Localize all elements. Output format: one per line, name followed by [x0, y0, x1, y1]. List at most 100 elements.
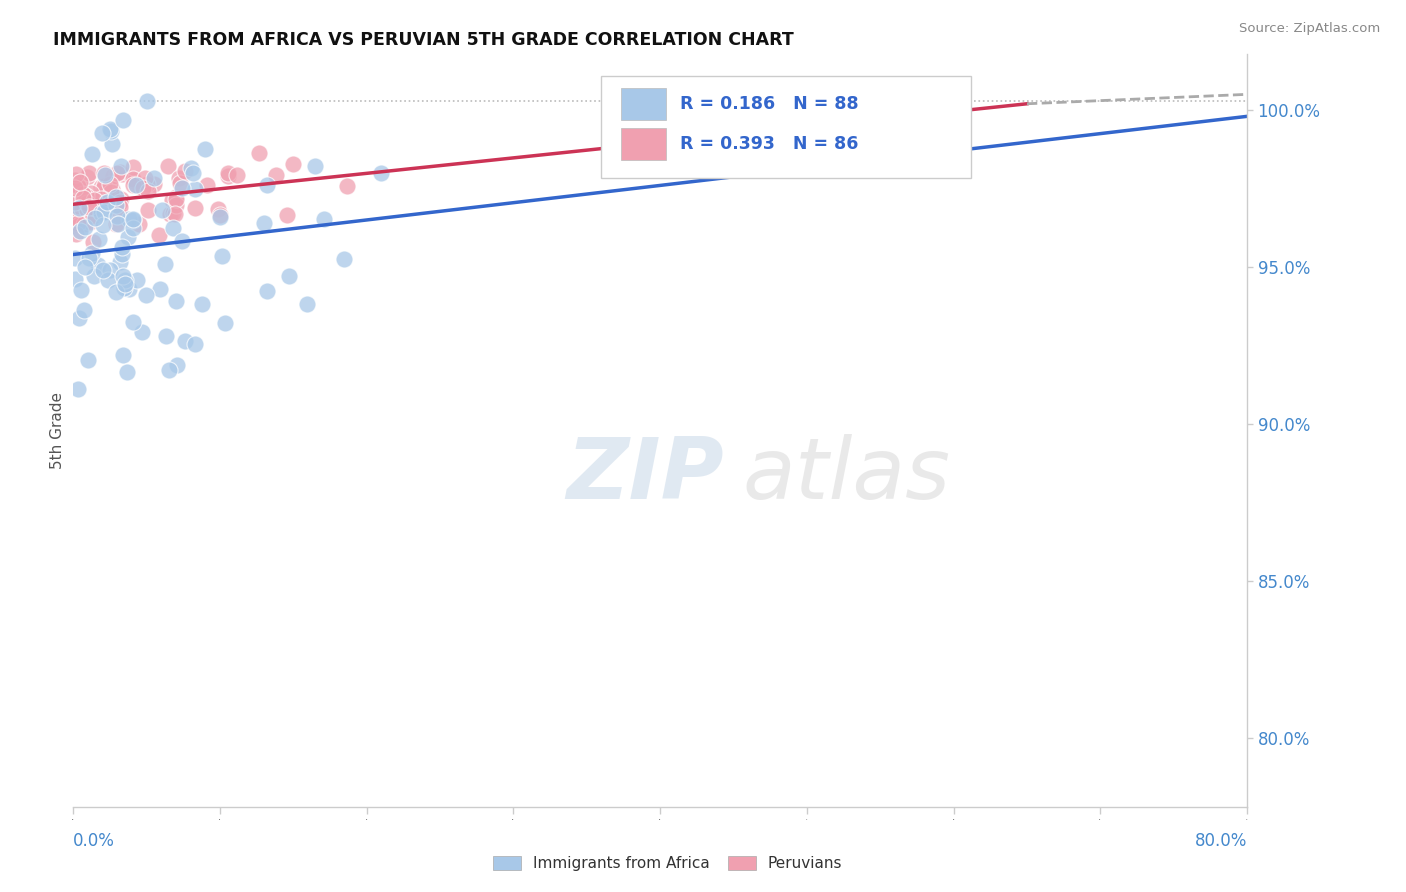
Point: [136, 202, 159, 217]
Point: [97, 273, 120, 287]
Point: [122, 161, 145, 175]
Point: [111, 247, 134, 261]
Text: IMMIGRANTS FROM AFRICA VS PERUVIAN 5TH GRADE CORRELATION CHART: IMMIGRANTS FROM AFRICA VS PERUVIAN 5TH G…: [53, 31, 794, 49]
Point: [174, 334, 197, 348]
Point: [70, 202, 93, 216]
Point: [159, 207, 181, 221]
Point: [165, 192, 187, 206]
Point: [77, 251, 100, 265]
Point: [112, 348, 135, 362]
Point: [72, 186, 94, 201]
Point: [166, 198, 188, 212]
Point: [136, 94, 159, 108]
Point: [256, 178, 278, 192]
Point: [80, 186, 103, 201]
Point: [117, 230, 139, 244]
Point: [67, 201, 90, 215]
Point: [247, 145, 270, 160]
Point: [105, 198, 128, 212]
Point: [91, 126, 114, 140]
Point: [98, 177, 121, 191]
Point: [190, 296, 212, 310]
Point: [226, 168, 249, 182]
Point: [172, 234, 194, 248]
Point: [111, 167, 134, 181]
Point: [108, 200, 131, 214]
Point: [160, 193, 183, 207]
Point: [65, 209, 87, 223]
Point: [153, 257, 176, 271]
Point: [96, 196, 118, 211]
Point: [142, 178, 165, 192]
Point: [76, 195, 98, 210]
Point: [163, 207, 186, 221]
Point: [166, 358, 188, 372]
Point: [121, 220, 143, 235]
Point: [90, 192, 112, 206]
Point: [184, 182, 207, 196]
Point: [278, 268, 301, 283]
Point: [76, 188, 98, 202]
Point: [108, 194, 131, 209]
Point: [70, 283, 93, 297]
Point: [90, 180, 112, 194]
Point: [104, 217, 127, 231]
Point: [172, 180, 194, 194]
Y-axis label: 5th Grade: 5th Grade: [49, 392, 65, 469]
Point: [162, 206, 184, 220]
Point: [63, 272, 86, 286]
Point: [82, 246, 104, 260]
Point: [193, 143, 215, 157]
Point: [65, 167, 87, 181]
Point: [73, 217, 96, 231]
Point: [211, 249, 233, 263]
Point: [209, 208, 232, 222]
Point: [122, 213, 145, 227]
Point: [98, 263, 121, 277]
Point: [111, 240, 134, 254]
Point: [184, 201, 207, 215]
Point: [110, 192, 132, 206]
Text: Source: ZipAtlas.com: Source: ZipAtlas.com: [1240, 22, 1381, 36]
Point: [297, 297, 319, 311]
Point: [63, 173, 86, 187]
Point: [110, 159, 132, 173]
Point: [84, 201, 107, 215]
Point: [174, 164, 197, 178]
Point: [91, 182, 114, 196]
Point: [90, 206, 112, 220]
Point: [122, 315, 145, 329]
Point: [214, 316, 236, 330]
Point: [118, 282, 141, 296]
Point: [76, 200, 98, 214]
Point: [69, 175, 91, 189]
Text: R = 0.186   N = 88: R = 0.186 N = 88: [681, 95, 859, 113]
Point: [180, 161, 202, 175]
Point: [136, 184, 159, 198]
Point: [167, 171, 190, 186]
Point: [63, 209, 86, 223]
Point: [111, 268, 134, 283]
Point: [108, 255, 131, 269]
Point: [83, 201, 105, 215]
Point: [67, 192, 90, 206]
Point: [115, 365, 138, 379]
Point: [127, 272, 149, 286]
Point: [208, 210, 231, 224]
Point: [91, 218, 114, 232]
Point: [183, 336, 205, 351]
Point: [134, 171, 156, 186]
Point: [183, 165, 205, 179]
Point: [162, 221, 184, 235]
Point: [83, 193, 105, 207]
Point: [100, 122, 122, 136]
Point: [100, 124, 122, 138]
Point: [157, 363, 180, 377]
Point: [150, 203, 173, 218]
Point: [207, 202, 229, 217]
Point: [94, 169, 117, 183]
Point: [72, 191, 94, 205]
Point: [135, 288, 157, 302]
Point: [122, 172, 145, 186]
Point: [143, 171, 166, 186]
